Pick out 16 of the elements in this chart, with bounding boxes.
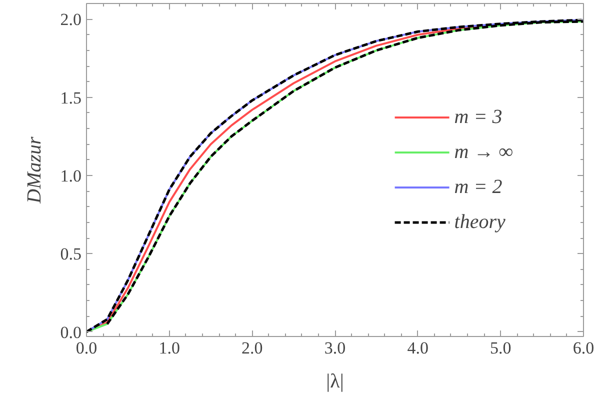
y-tick-label: 0.5 bbox=[60, 244, 82, 264]
y-tick-label: 1.0 bbox=[60, 166, 82, 186]
legend-label: theory bbox=[454, 210, 506, 234]
x-tick-label: 4.0 bbox=[407, 338, 428, 358]
y-tick-label: 1.5 bbox=[60, 88, 82, 108]
x-tick-label: 1.0 bbox=[158, 338, 180, 358]
x-tick-label: 6.0 bbox=[572, 338, 594, 358]
x-tick-label: 3.0 bbox=[324, 338, 346, 358]
legend-label: m = 3 bbox=[454, 106, 502, 128]
legend-label: m → ∞ bbox=[454, 140, 513, 164]
x-tick-label: 2.0 bbox=[242, 338, 263, 358]
legend-label: m = 2 bbox=[454, 176, 502, 198]
x-axis-title: |λ| bbox=[326, 370, 344, 392]
y-tick-label: 2.0 bbox=[60, 10, 82, 30]
x-tick-label: 5.0 bbox=[490, 338, 512, 358]
y-axis-title: DMazur bbox=[23, 136, 46, 204]
